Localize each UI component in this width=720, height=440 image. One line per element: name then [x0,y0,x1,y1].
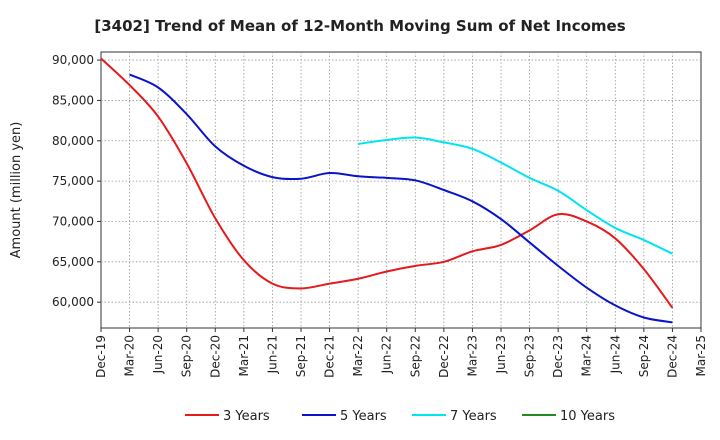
series-lines [100,57,674,324]
x-tick-label: Jun-22 [380,335,394,374]
y-tick-label: 70,000 [52,214,94,228]
x-tick-label: Sep-23 [523,335,537,377]
x-tick-label: Jun-23 [494,335,508,374]
x-tick-label: Mar-24 [580,335,594,376]
y-axis-label: Amount (million yen) [9,122,24,259]
legend-label-10-years: 10 Years [560,409,615,424]
x-tick-label: Dec-22 [437,335,451,378]
y-tick-label: 75,000 [52,174,94,188]
x-tick-label: Dec-23 [551,335,565,378]
x-tick-label: Dec-19 [94,335,108,378]
chart-title: [3402] Trend of Mean of 12-Month Moving … [94,17,625,35]
x-tick-label: Sep-20 [180,335,194,377]
y-tick-label: 60,000 [52,295,94,309]
x-tick-label: Mar-22 [351,335,365,376]
x-tick-label: Jun-21 [265,335,279,374]
x-tick-label: Mar-23 [465,335,479,376]
x-tick-label: Jun-24 [608,335,622,374]
x-tick-label: Sep-21 [294,335,308,377]
series-line-5-years [129,73,673,324]
legend: 3 Years 5 Years 7 Years 10 Years [185,409,615,424]
legend-label-5-years: 5 Years [340,409,387,424]
x-tick-label: Dec-20 [208,335,222,378]
y-tick-label: 65,000 [52,255,94,269]
x-tick-label: Jun-20 [151,335,165,374]
x-tick-label: Dec-24 [665,335,679,378]
y-axis-ticks: 60,000 65,000 70,000 75,000 80,000 85,000 90,0… [52,53,101,309]
series-line-3-years [100,57,674,309]
y-tick-label: 90,000 [52,53,94,67]
legend-label-7-years: 7 Years [450,409,497,424]
y-tick-label: 80,000 [52,134,94,148]
x-tick-label: Mar-25 [694,335,708,376]
grid-lines [101,52,701,328]
x-tick-label: Mar-20 [123,335,137,376]
plot-area [100,51,702,329]
y-tick-label: 85,000 [52,93,94,107]
x-tick-label: Dec-21 [323,335,337,378]
x-tick-label: Mar-21 [237,335,251,376]
series-line-7-years [358,136,673,255]
x-axis-ticks: Dec-19 Mar-20 Jun-20 Sep-20 Dec-20 Mar-21 Jun-… [94,328,708,378]
x-tick-label: Sep-24 [637,335,651,377]
legend-label-3-years: 3 Years [223,409,270,424]
x-tick-label: Sep-22 [408,335,422,377]
